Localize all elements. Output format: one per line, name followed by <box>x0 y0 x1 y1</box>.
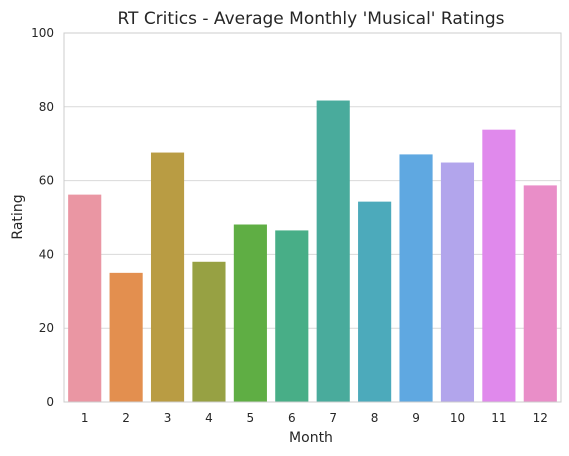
bars <box>68 100 557 403</box>
bar-month-5 <box>233 224 267 402</box>
y-tick-label: 60 <box>39 174 54 188</box>
x-tick-label: 4 <box>205 411 213 425</box>
x-tick-label: 6 <box>288 411 296 425</box>
y-tick-label: 0 <box>46 395 54 409</box>
bar-month-7 <box>316 100 350 402</box>
bar-month-11 <box>482 129 516 403</box>
chart-title: RT Critics - Average Monthly 'Musical' R… <box>117 9 504 29</box>
bar-month-6 <box>275 230 309 402</box>
y-tick-label: 100 <box>31 26 54 40</box>
y-tick-labels: 0 20 40 60 80 100 <box>31 26 54 409</box>
x-tick-label: 3 <box>164 411 172 425</box>
x-tick-label: 12 <box>533 411 548 425</box>
y-axis-label: Rating <box>10 194 26 239</box>
bar-month-4 <box>192 261 226 402</box>
bar-month-10 <box>440 162 475 402</box>
y-tick-label: 40 <box>39 247 54 261</box>
x-tick-labels: 1 2 3 4 5 6 7 8 9 10 11 12 <box>81 411 548 425</box>
x-axis-label: Month <box>289 430 333 446</box>
plot-frame <box>63 32 562 403</box>
bar-month-9 <box>399 154 433 402</box>
bar-month-8 <box>358 201 392 402</box>
bar-month-12 <box>523 185 557 402</box>
x-tick-label: 1 <box>81 411 89 425</box>
y-tick-label: 80 <box>39 100 54 114</box>
x-tick-label: 2 <box>122 411 130 425</box>
bar-month-1 <box>68 194 102 402</box>
x-tick-label: 7 <box>329 411 337 425</box>
bar-month-2 <box>109 272 143 402</box>
x-tick-label: 9 <box>412 411 420 425</box>
y-tick-label: 20 <box>39 321 54 335</box>
x-tick-label: 11 <box>491 411 506 425</box>
x-tick-label: 10 <box>450 411 465 425</box>
x-tick-label: 5 <box>247 411 255 425</box>
x-tick-label: 8 <box>371 411 379 425</box>
bar-month-3 <box>150 152 185 402</box>
